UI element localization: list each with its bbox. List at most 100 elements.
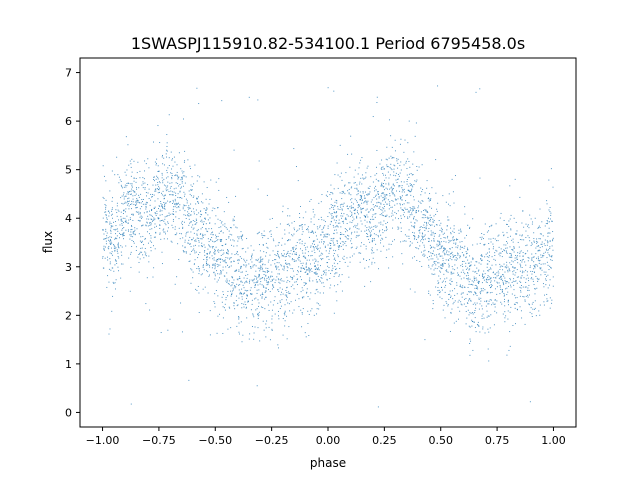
data-point xyxy=(378,222,380,224)
data-point xyxy=(489,327,491,329)
data-point xyxy=(505,282,507,284)
data-point xyxy=(182,250,184,252)
data-point xyxy=(212,240,214,242)
data-point xyxy=(224,275,226,277)
data-point xyxy=(438,240,440,242)
data-point xyxy=(157,198,159,200)
data-point xyxy=(538,310,540,312)
data-point xyxy=(253,279,255,281)
data-point xyxy=(422,233,424,235)
data-point xyxy=(494,288,496,290)
data-point xyxy=(277,254,279,256)
data-point xyxy=(209,266,211,268)
data-point xyxy=(429,218,431,220)
data-point xyxy=(293,233,295,235)
data-point xyxy=(343,234,345,236)
data-point xyxy=(305,249,307,251)
data-point xyxy=(486,291,488,293)
data-point xyxy=(298,259,300,261)
data-point xyxy=(116,202,118,204)
data-point xyxy=(397,218,399,220)
data-point xyxy=(415,122,417,124)
data-point xyxy=(474,287,476,289)
data-point xyxy=(219,261,221,263)
data-point xyxy=(196,197,197,199)
data-point xyxy=(110,247,112,249)
data-point xyxy=(218,178,220,180)
data-point xyxy=(215,215,217,217)
data-point xyxy=(200,213,202,215)
data-point xyxy=(341,192,343,194)
data-point xyxy=(551,220,553,222)
data-point xyxy=(305,283,307,285)
data-point xyxy=(175,204,177,206)
data-point xyxy=(520,281,522,283)
data-point xyxy=(195,239,197,241)
data-point xyxy=(504,271,506,273)
data-point xyxy=(465,265,467,267)
data-point xyxy=(496,281,498,283)
data-point xyxy=(460,265,462,267)
data-point xyxy=(242,234,244,236)
data-point xyxy=(180,197,182,198)
data-point xyxy=(382,224,384,226)
data-point xyxy=(108,210,110,212)
data-point xyxy=(127,229,129,231)
data-point xyxy=(246,281,248,283)
data-point xyxy=(462,246,464,248)
data-point xyxy=(476,323,478,325)
data-point xyxy=(206,208,208,210)
data-point xyxy=(261,258,263,260)
data-point xyxy=(218,227,220,229)
data-point xyxy=(190,221,192,223)
data-point xyxy=(283,267,285,269)
data-point xyxy=(432,250,434,252)
data-point xyxy=(296,284,298,286)
data-point xyxy=(328,258,330,260)
data-point xyxy=(187,231,189,233)
data-point xyxy=(473,321,475,323)
data-point xyxy=(356,217,358,219)
data-point xyxy=(329,287,331,289)
data-point xyxy=(506,252,508,254)
data-point xyxy=(288,223,290,225)
data-point xyxy=(322,253,324,255)
data-point xyxy=(410,184,412,186)
data-point xyxy=(115,279,117,281)
data-point xyxy=(224,259,226,261)
data-point xyxy=(120,219,122,221)
data-point xyxy=(204,217,206,219)
data-point xyxy=(135,200,137,202)
data-point xyxy=(453,272,455,274)
data-point xyxy=(198,202,200,204)
data-point xyxy=(422,236,424,238)
data-point xyxy=(211,210,213,212)
data-point xyxy=(391,186,393,188)
data-point xyxy=(412,208,414,210)
data-point xyxy=(545,275,547,277)
data-point xyxy=(364,177,366,179)
data-point xyxy=(359,261,361,263)
data-point xyxy=(378,196,380,198)
data-point xyxy=(550,259,552,261)
data-point xyxy=(117,174,119,176)
y-tick-label: 1 xyxy=(65,358,72,371)
data-point xyxy=(261,234,263,236)
data-point xyxy=(288,255,290,257)
data-point xyxy=(321,282,323,284)
data-point xyxy=(263,329,265,331)
data-point xyxy=(250,267,252,269)
data-point xyxy=(256,233,258,235)
data-point xyxy=(312,211,314,213)
data-point xyxy=(150,214,152,216)
data-point xyxy=(446,302,448,304)
data-point xyxy=(209,217,211,219)
data-point xyxy=(486,301,488,303)
data-point xyxy=(335,250,337,252)
data-point xyxy=(246,297,248,299)
data-point xyxy=(185,235,187,237)
data-point xyxy=(279,223,281,225)
data-point xyxy=(451,290,453,292)
data-point xyxy=(343,258,345,260)
data-point xyxy=(118,270,120,272)
